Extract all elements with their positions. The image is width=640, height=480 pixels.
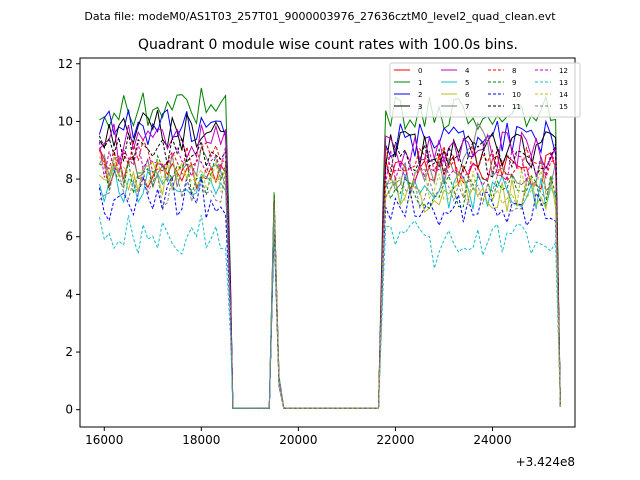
series-line-5: [98, 164, 561, 409]
y-tick-label: 8: [65, 172, 73, 186]
series-line-14: [98, 156, 561, 409]
legend-box: [389, 62, 581, 118]
figure-suptitle: Data file: modeM0/AS1T03_257T01_90000039…: [84, 10, 556, 23]
legend-label-3: 3: [418, 103, 422, 111]
legend-label-6: 6: [465, 91, 470, 99]
x-offset-label: +3.424e8: [516, 455, 575, 469]
series-line-1: [99, 87, 561, 409]
legend-label-14: 14: [559, 91, 568, 99]
legend-label-8: 8: [512, 67, 516, 75]
x-tick-label: 16000: [85, 433, 123, 447]
series-line-12: [98, 141, 561, 409]
x-tick-label: 24000: [473, 433, 511, 447]
series-line-4: [99, 123, 561, 409]
legend-label-0: 0: [418, 67, 422, 75]
legend-label-11: 11: [512, 103, 521, 111]
chart-title: Quadrant 0 module wise count rates with …: [138, 37, 518, 53]
x-tick-label: 22000: [376, 433, 414, 447]
series-line-7: [98, 121, 561, 409]
y-tick-label: 10: [58, 114, 73, 128]
series-line-15: [99, 168, 561, 409]
legend-label-4: 4: [465, 67, 470, 75]
series-line-9: [99, 154, 561, 409]
legend-label-13: 13: [559, 79, 568, 87]
legend-label-7: 7: [465, 103, 469, 111]
y-tick-label: 4: [65, 287, 73, 301]
series-line-13: [98, 213, 561, 409]
legend-label-15: 15: [559, 103, 568, 111]
y-tick-label: 12: [58, 57, 73, 71]
series-line-3: [98, 109, 561, 409]
legend-label-10: 10: [512, 91, 521, 99]
x-tick-label: 18000: [182, 433, 220, 447]
x-tick-label: 20000: [279, 433, 317, 447]
legend-label-1: 1: [418, 79, 422, 87]
y-tick-label: 0: [65, 403, 73, 417]
y-tick-label: 6: [65, 230, 73, 244]
y-tick-label: 2: [65, 345, 73, 359]
legend-label-2: 2: [418, 91, 422, 99]
legend-label-9: 9: [512, 79, 516, 87]
series-line-10: [98, 175, 561, 409]
axes-frame: [79, 57, 576, 428]
series-line-11: [98, 133, 561, 409]
plot-lines: [98, 87, 561, 409]
legend-label-12: 12: [559, 67, 568, 75]
legend-label-5: 5: [465, 79, 469, 87]
